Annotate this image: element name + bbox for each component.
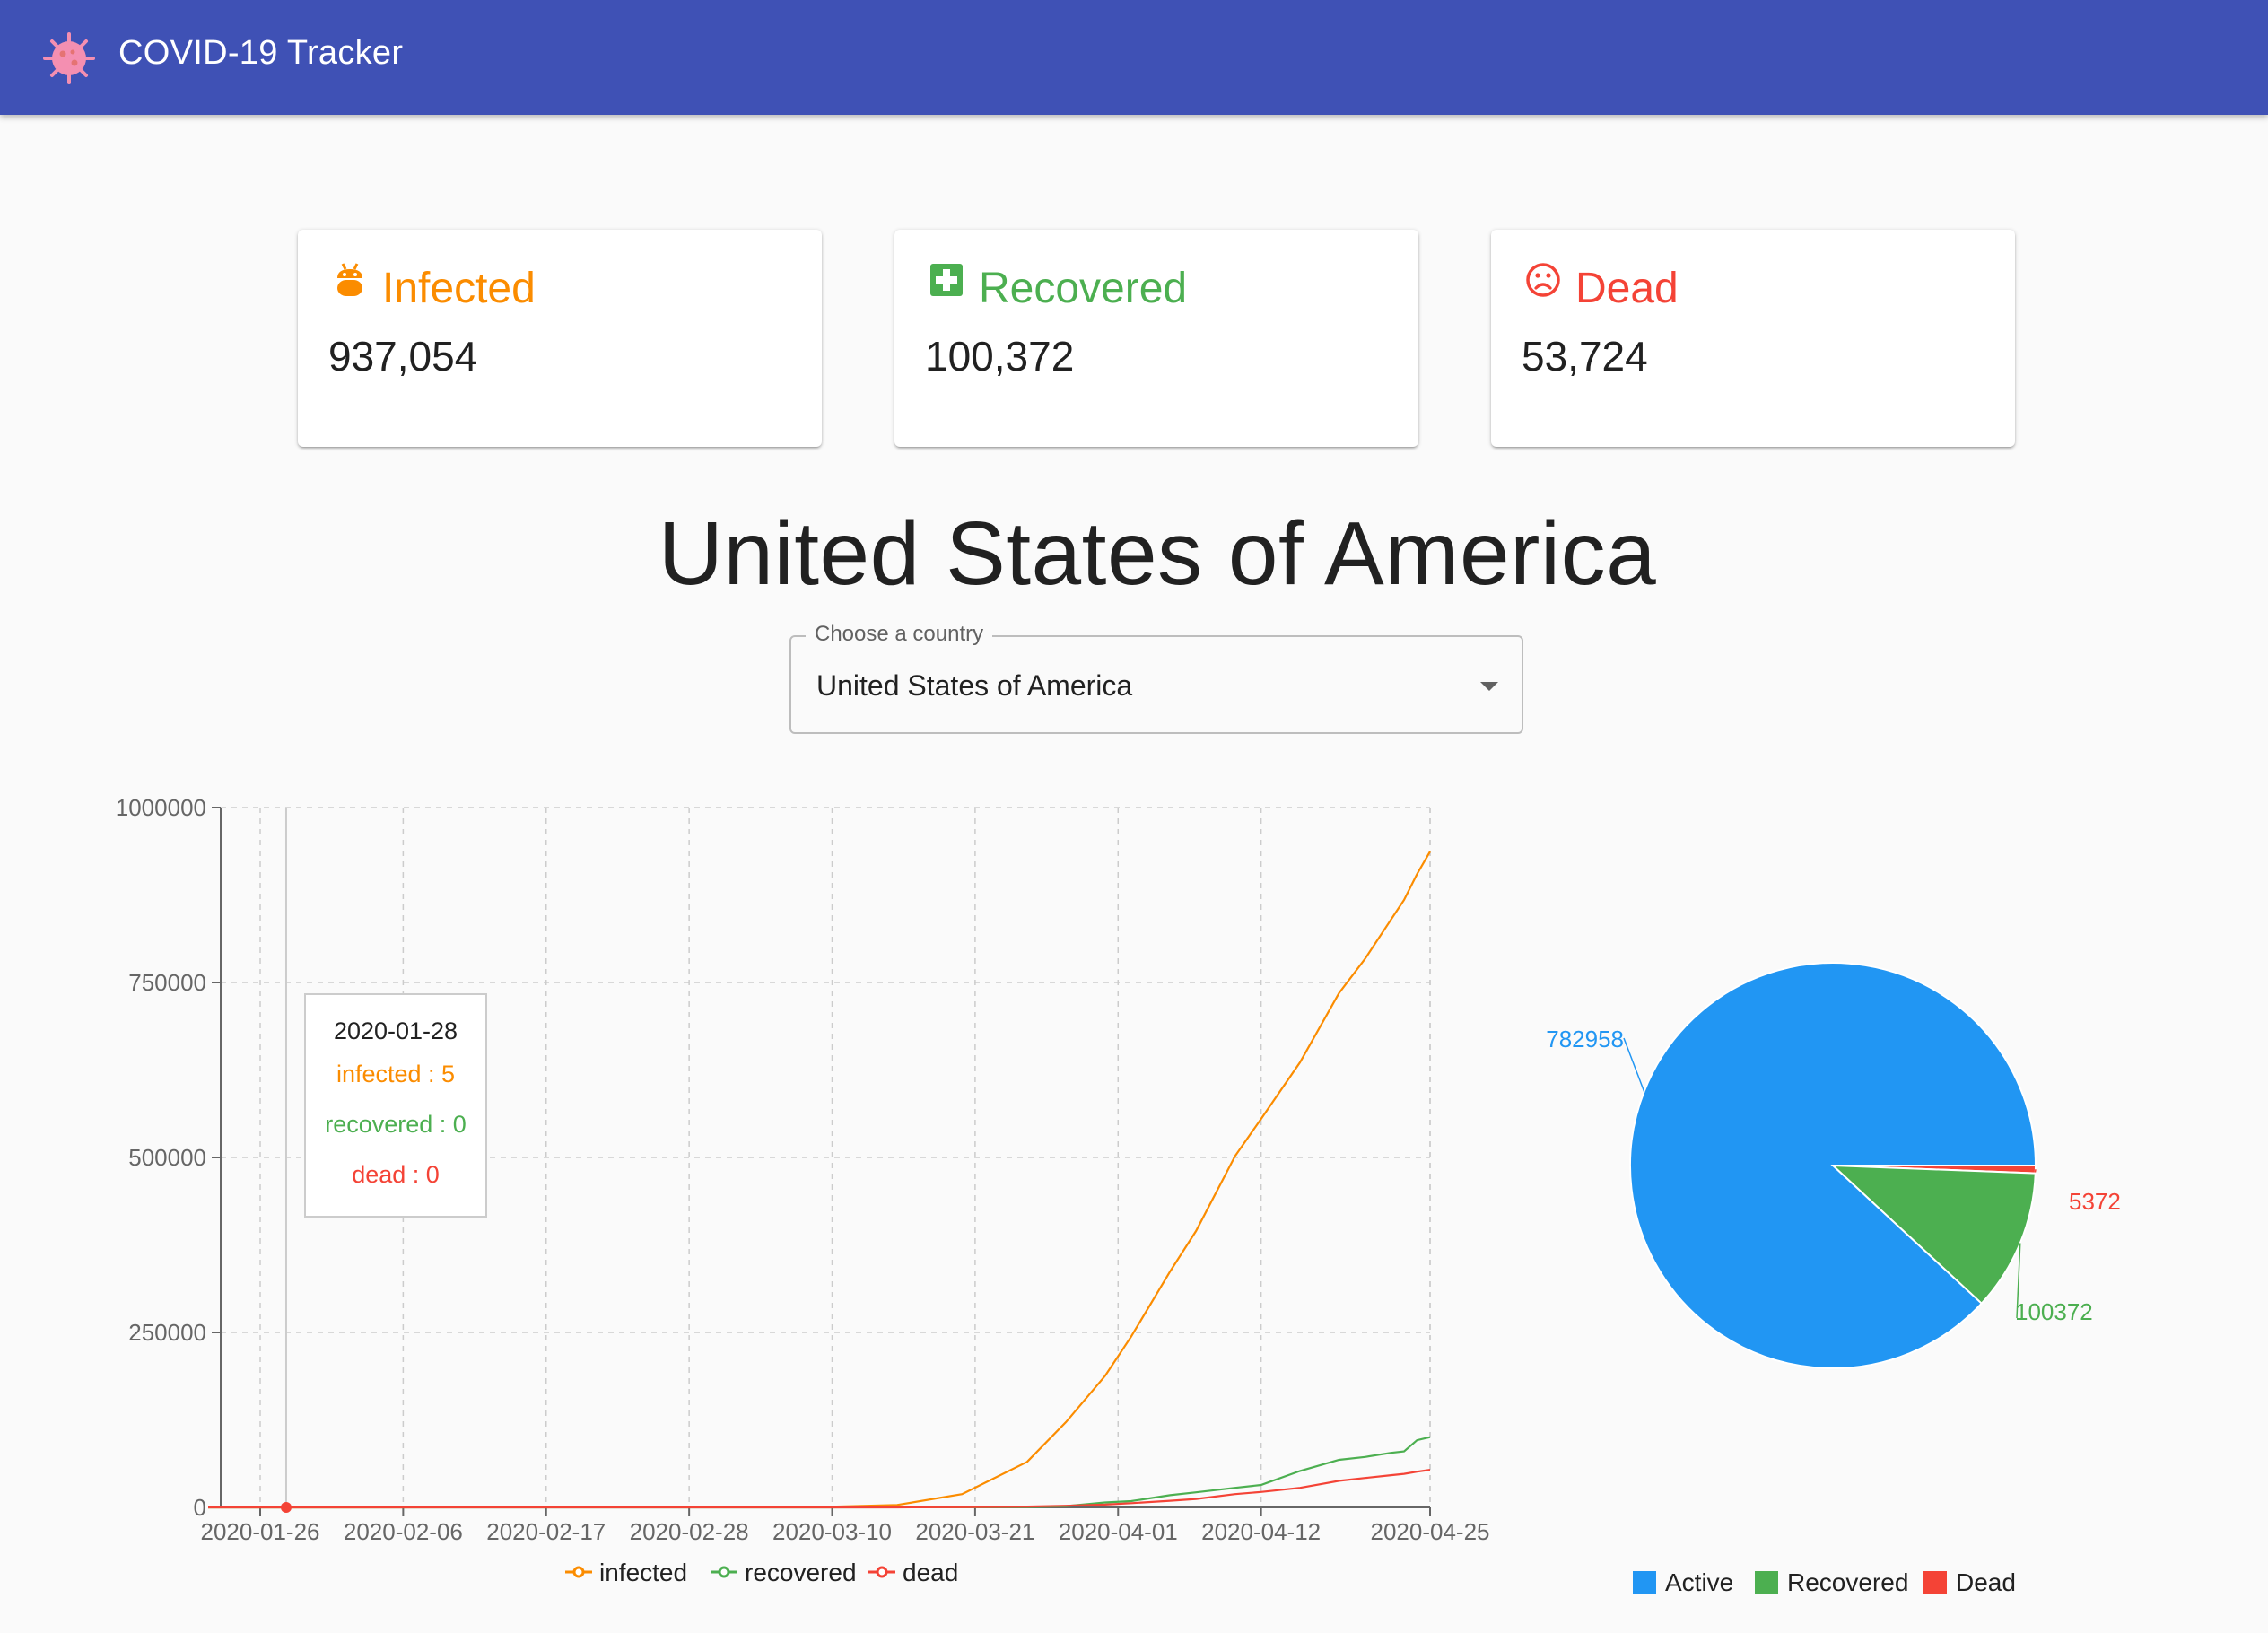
recovered-title: Recovered	[979, 265, 1188, 312]
pie-label-line-active	[1623, 1037, 1645, 1092]
chart-tooltip: 2020-01-28 infected : 5 recovered : 0 dead …	[304, 993, 487, 1218]
pie-chart-legend: Active Recovered Dead	[1633, 1568, 2016, 1596]
chevron-down-icon[interactable]	[1480, 682, 1498, 691]
y-tick-label: 1000000	[116, 794, 206, 821]
legend-swatch-dead	[1923, 1571, 1947, 1594]
app-title: COVID-19 Tracker	[118, 34, 404, 72]
pie-slice-active	[1629, 962, 2037, 1370]
y-tick-label: 500000	[128, 1144, 206, 1171]
app-bar: COVID-19 Tracker	[0, 0, 2268, 115]
pie-value-label-dead: 5372	[2069, 1188, 2121, 1215]
legend-label-recovered: recovered	[745, 1559, 857, 1586]
pie-chart[interactable]: 5372 100372 782958 Active Recovered Dead	[1507, 772, 2268, 1615]
pie-value-label-active: 782958	[1546, 1026, 1624, 1052]
tooltip-box	[304, 993, 487, 1218]
series-line-recovered	[208, 1436, 1431, 1509]
dead-card: Dead 53,724	[1491, 230, 2015, 447]
bug-icon	[337, 263, 362, 296]
x-tick-label: 2020-01-26	[201, 1518, 320, 1545]
y-tick-label: 750000	[128, 969, 206, 996]
legend-label-dead: Dead	[1956, 1568, 2016, 1596]
x-tick-label: 2020-04-12	[1201, 1518, 1321, 1545]
infected-value: 937,054	[328, 333, 478, 380]
medical-cross-icon	[930, 264, 963, 296]
dead-title: Dead	[1575, 265, 1679, 312]
series-line-infected	[207, 851, 1431, 1509]
country-select-label: Choose a country	[806, 622, 993, 647]
country-select-value: United States of America	[816, 669, 1133, 702]
legend-marker-dead	[876, 1566, 888, 1578]
x-tick-label: 2020-03-10	[772, 1518, 892, 1545]
y-tick-label: 0	[194, 1494, 206, 1521]
x-tick-label: 2020-02-06	[344, 1518, 463, 1545]
tooltip-value-0: infected : 5	[336, 1061, 455, 1087]
tooltip-value-2: dead : 0	[352, 1161, 440, 1188]
legend-marker-recovered	[718, 1566, 730, 1578]
x-tick-label: 2020-02-17	[486, 1518, 606, 1545]
pie-value-label-recovered: 100372	[2015, 1298, 2093, 1325]
legend-swatch-active	[1633, 1571, 1656, 1594]
infected-card: Infected 937,054	[298, 230, 822, 447]
y-tick-label: 250000	[128, 1319, 206, 1346]
x-tick-label: 2020-04-01	[1059, 1518, 1178, 1545]
page-title: United States of America	[658, 503, 1657, 604]
x-tick-label: 2020-02-28	[630, 1518, 749, 1545]
legend-label-active: Active	[1665, 1568, 1733, 1596]
line-chart[interactable]: 0 250000 500000 750000 1000000 2020-01-26 2020…	[0, 772, 1507, 1615]
legend-label-dead: dead	[903, 1559, 958, 1586]
chart-grid	[221, 807, 1431, 1507]
country-select[interactable]: United States of America	[789, 635, 1523, 734]
legend-label-infected: infected	[599, 1559, 687, 1586]
dead-value: 53,724	[1522, 333, 1648, 380]
x-tick-label: 2020-04-25	[1371, 1518, 1490, 1545]
tooltip-date: 2020-01-28	[334, 1017, 458, 1044]
series-line-dead	[208, 1469, 1431, 1509]
hover-point	[280, 1502, 292, 1513]
legend-label-recovered: Recovered	[1787, 1568, 1908, 1596]
recovered-value: 100,372	[925, 333, 1075, 380]
virus-icon	[43, 32, 95, 84]
legend-marker-infected	[572, 1566, 585, 1578]
tooltip-value-1: recovered : 0	[325, 1111, 467, 1138]
pie-label-line-recovered	[2016, 1243, 2021, 1319]
recovered-card: Recovered 100,372	[894, 230, 1418, 447]
legend-swatch-recovered	[1755, 1571, 1778, 1594]
x-tick-label: 2020-03-21	[915, 1518, 1034, 1545]
line-chart-legend: infected recovered dead	[565, 1559, 958, 1586]
infected-title: Infected	[382, 265, 536, 312]
sad-face-icon	[1526, 263, 1560, 297]
